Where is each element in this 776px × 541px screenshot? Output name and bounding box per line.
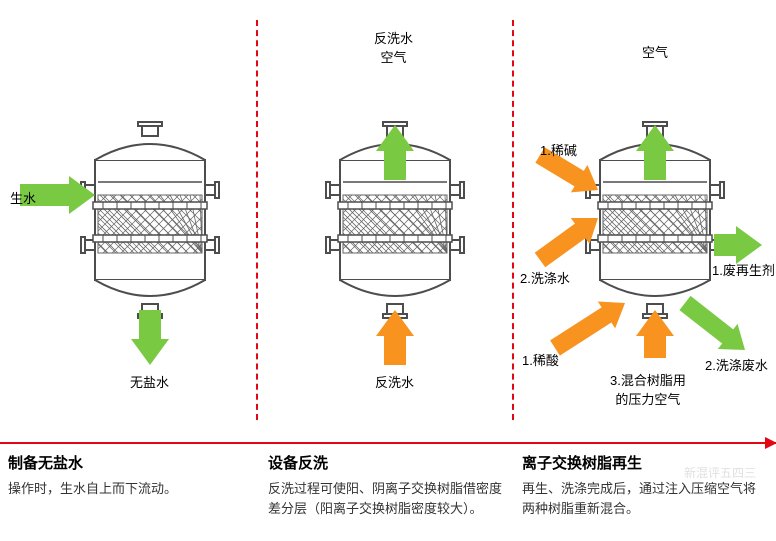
arrow-label: 3.混合树脂用 的压力空气 [610,370,686,408]
section: 离子交换树脂再生再生、洗涤完成后，通过注入压缩空气将两种树脂重新混合。 [522,452,768,518]
arrow-label: 1.废再生剂 [712,260,775,279]
arrow [376,310,414,365]
arrow-label: 1.稀碱 [540,140,577,159]
arrow-label: 无盐水 [130,372,169,391]
arrow-label: 2.洗涤水 [520,268,570,287]
arrow-label: 1.稀酸 [522,350,559,369]
section-desc: 反洗过程可使阳、阴离子交换树脂借密度差分层（阳离子交换树脂密度较大）。 [268,479,504,518]
arrow [131,310,169,365]
section-title: 离子交换树脂再生 [522,452,768,473]
section: 设备反洗反洗过程可使阳、阴离子交换树脂借密度差分层（阳离子交换树脂密度较大）。 [268,452,504,518]
arrow-label: 反洗水 [375,372,414,391]
arrow [714,226,762,264]
section: 制备无盐水操作时，生水自上而下流动。 [8,452,248,499]
section-title: 设备反洗 [268,452,504,473]
section-desc: 再生、洗涤完成后，通过注入压缩空气将两种树脂重新混合。 [522,479,768,518]
divider [512,20,514,420]
section-title: 制备无盐水 [8,452,248,473]
arrow-label: 2.洗涤废水 [705,355,768,374]
section-desc: 操作时，生水自上而下流动。 [8,479,248,499]
arrow-label: 空气 [642,42,668,61]
arrow-label: 反洗水 空气 [374,28,413,66]
arrow-label: 生水 [10,188,36,207]
divider [256,20,258,420]
arrow [636,310,674,358]
timeline-arrow [0,442,776,444]
